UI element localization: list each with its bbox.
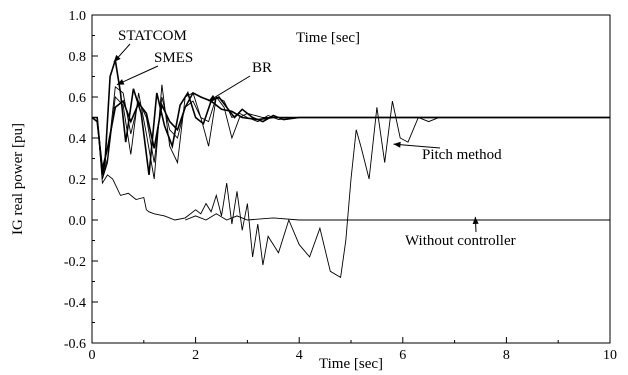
annotation-without-controller: Without controller	[405, 233, 516, 249]
x-axis-title: Time [sec]	[319, 356, 383, 372]
annotation-br: BR	[252, 60, 272, 76]
series-line-smes	[92, 85, 610, 180]
annotation-time: Time [sec]	[296, 30, 360, 46]
arrow-br-line	[208, 75, 251, 102]
x-tick-label: 0	[89, 348, 96, 363]
arrow-pitch-head	[393, 141, 401, 148]
arrow-smes-line	[116, 65, 159, 86]
arrow-statcom-head	[113, 54, 121, 63]
y-tick-label: 1.0	[69, 9, 87, 24]
x-tick-label: 2	[192, 348, 199, 363]
arrow-br-head	[208, 94, 217, 102]
arrow-pitch-line	[393, 143, 441, 149]
y-tick-label: -0.2	[64, 255, 86, 270]
x-tick-label: 10	[603, 348, 617, 363]
annotation-smes: SMES	[154, 50, 193, 66]
y-tick-label: -0.4	[64, 296, 86, 311]
annotation-pitch-method: Pitch method	[422, 147, 502, 163]
y-tick-label: 0.0	[69, 214, 87, 229]
y-tick-label: 0.6	[69, 91, 87, 106]
series-group	[91, 59, 610, 279]
series-line-without-controller-steady-	[185, 213, 610, 221]
x-tick-label: 6	[399, 348, 406, 363]
series-line-br	[91, 91, 610, 169]
annotation-statcom: STATCOM	[118, 28, 187, 44]
series-line-pitch-method	[92, 84, 610, 180]
y-tick-label: 0.8	[69, 50, 87, 65]
y-ticks: -0.6 -0.4 -0.2 0.0 0.2 0.4 0.6 0.8 1.0	[64, 9, 98, 352]
y-tick-label: 0.4	[69, 132, 87, 147]
y-tick-label: -0.6	[64, 337, 86, 352]
annotation-arrows	[113, 43, 479, 233]
y-axis-title: IG real power [pu]	[10, 123, 26, 235]
series-line-without-controller	[92, 101, 610, 279]
x-tick-label: 8	[503, 348, 510, 363]
arrow-smes-head	[116, 79, 125, 85]
x-ticks: 0 2 4 6 8 10	[89, 337, 617, 363]
x-tick-label: 4	[296, 348, 303, 363]
arrow-without-head	[472, 216, 479, 225]
plot-area: 0 2 4 6 8 10 -0.6 -0.4 -0.2 0.0 0.2 0.4 0.6 0.8 1.0	[64, 9, 617, 363]
y-tick-label: 0.2	[69, 173, 87, 188]
